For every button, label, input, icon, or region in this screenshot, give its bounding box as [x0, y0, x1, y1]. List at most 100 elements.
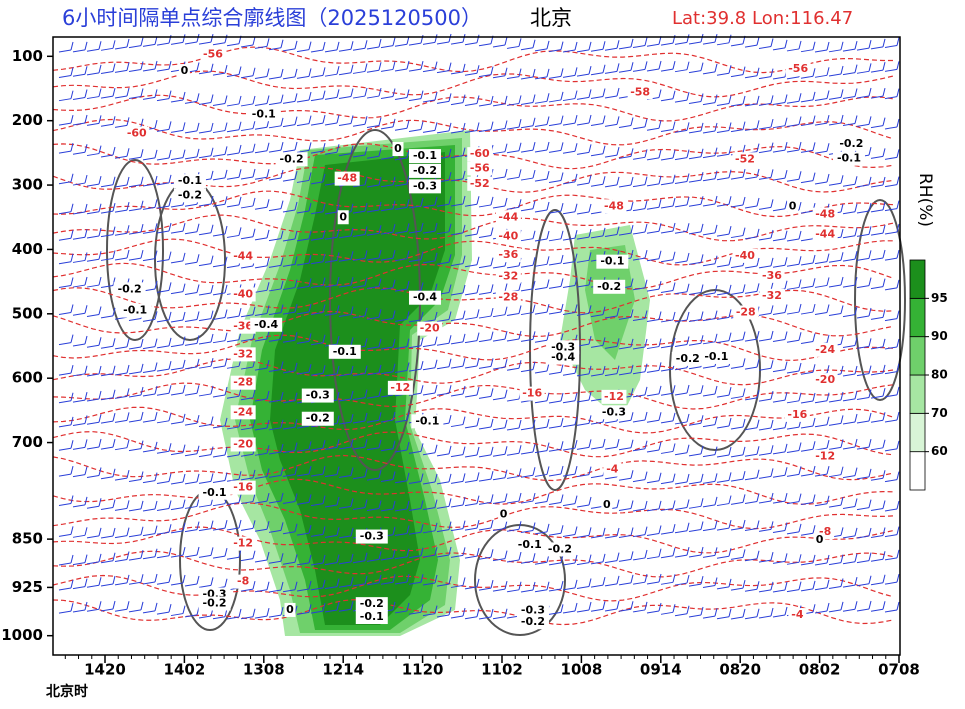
wind-barb	[436, 505, 450, 509]
wind-barb	[784, 443, 788, 453]
wind-barb	[434, 574, 438, 584]
wind-barb	[560, 202, 564, 212]
wind-barb	[128, 156, 142, 160]
wind-barb	[700, 33, 704, 43]
isotherm	[52, 46, 893, 74]
wind-barb	[448, 148, 452, 157]
wind-barb	[366, 95, 380, 99]
wind-barb	[86, 235, 100, 239]
isotherm	[52, 118, 894, 146]
wind-barb	[408, 368, 422, 372]
wind-barb	[730, 103, 744, 107]
wind-barb	[756, 520, 760, 529]
wind-barb	[212, 479, 226, 483]
wind-barb	[324, 259, 338, 263]
wind-barb	[58, 447, 72, 451]
wind-barb	[184, 100, 198, 104]
wind-barb	[394, 206, 408, 210]
wind-barb	[84, 174, 88, 184]
wind-barb	[756, 608, 760, 617]
wind-barb	[870, 608, 884, 612]
wind-barb	[854, 41, 858, 50]
wind-barb	[448, 473, 452, 483]
wind-barb	[352, 210, 366, 214]
wind-barb	[86, 313, 100, 317]
wind-barb	[506, 126, 520, 130]
wind-barb	[644, 526, 648, 535]
wind-barb	[632, 231, 646, 235]
wind-barb	[296, 562, 310, 566]
wind-barb	[574, 392, 578, 401]
wind-barb	[86, 421, 100, 425]
wind-barb	[506, 312, 520, 316]
wind-barb	[112, 338, 116, 347]
wind-barb	[350, 88, 354, 97]
wind-barb	[856, 184, 870, 188]
wind-barb	[70, 526, 74, 535]
isotherm	[52, 478, 894, 505]
wind-barb	[70, 495, 74, 504]
wind-barb	[294, 493, 298, 502]
wind-barb	[58, 211, 72, 215]
wind-barb	[434, 91, 438, 101]
contour-label: -40	[498, 230, 518, 243]
wind-barb	[632, 448, 646, 452]
wind-barb	[310, 372, 324, 376]
wind-barb	[588, 439, 592, 448]
wind-barb	[772, 47, 786, 51]
wind-barb	[98, 467, 102, 476]
label-box	[173, 188, 206, 203]
wind-barb	[420, 60, 424, 70]
wind-barb	[744, 616, 758, 620]
wind-barb	[896, 574, 900, 583]
wind-barb	[448, 575, 452, 585]
wind-barb	[798, 93, 802, 102]
wind-barb	[58, 342, 72, 346]
wind-barb	[280, 581, 284, 591]
wind-barb	[520, 427, 534, 431]
wind-barb	[168, 337, 172, 346]
wind-barb	[798, 201, 802, 211]
wind-barb	[562, 610, 576, 614]
wind-barb	[240, 265, 254, 269]
wind-barb	[112, 40, 116, 49]
contour-label: -20	[815, 373, 835, 386]
wind-barb	[196, 254, 200, 263]
wind-barb	[392, 526, 396, 535]
wind-barb	[58, 285, 72, 289]
wind-barb	[840, 114, 844, 124]
wind-barb	[336, 89, 340, 98]
wind-barb	[532, 304, 536, 313]
wind-barb	[868, 527, 872, 537]
wind-barb	[366, 419, 380, 423]
wind-barb	[156, 481, 170, 485]
wind-barb	[518, 468, 522, 477]
wind-barb	[756, 419, 760, 428]
x-tick-label: 1420	[84, 661, 126, 679]
wind-barb	[700, 521, 704, 530]
wind-barb	[842, 314, 856, 318]
wind-barb	[854, 64, 858, 73]
wind-barb	[170, 452, 184, 456]
wind-barb	[658, 338, 662, 347]
wind-barb	[630, 574, 634, 583]
wind-barb	[856, 315, 870, 319]
wind-barb	[520, 338, 534, 342]
wind-barb	[756, 257, 760, 267]
label-box	[178, 64, 190, 79]
wind-barb	[168, 149, 172, 159]
contour-label: -0.4	[254, 318, 278, 331]
wind-barb	[786, 589, 800, 593]
wind-barb	[786, 561, 800, 565]
wind-barb	[296, 532, 310, 536]
wind-barb	[308, 41, 312, 50]
wind-barb	[660, 205, 674, 209]
wind-barb	[420, 473, 424, 482]
wind-barb	[450, 365, 464, 369]
wind-barb	[406, 472, 410, 481]
wind-barb	[126, 201, 130, 211]
wind-barb	[660, 98, 674, 102]
wind-barb	[114, 346, 128, 350]
wind-barb	[100, 446, 114, 450]
wind-barb	[742, 608, 746, 618]
